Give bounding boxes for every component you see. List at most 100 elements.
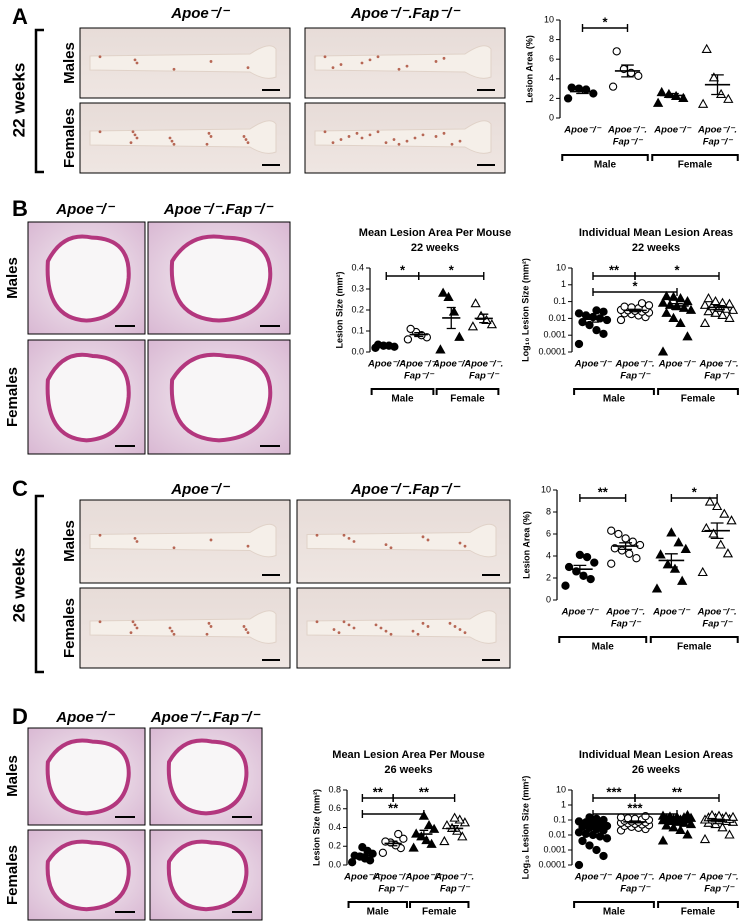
data-point <box>699 317 711 328</box>
group-bar <box>651 154 739 161</box>
lesion-spot <box>242 625 246 628</box>
lesion-spot <box>244 138 248 141</box>
data-point <box>586 574 595 584</box>
x-tick-label: Apoe⁻/⁻ <box>574 872 612 883</box>
data-point <box>599 307 608 316</box>
error-bar <box>671 303 683 310</box>
lesion-spot <box>135 136 139 140</box>
data-point <box>651 583 663 593</box>
lesion-spot <box>172 67 176 71</box>
group-bar <box>573 901 655 908</box>
significance-label: * <box>602 14 608 29</box>
row-label: Males <box>4 257 21 299</box>
y-axis-label: Lesion Area (%) <box>521 511 531 579</box>
group-bar <box>370 388 435 395</box>
data-point <box>703 293 714 303</box>
data-point <box>567 83 576 92</box>
data-point <box>621 534 630 543</box>
x-tick-label: Fap⁻/⁻ <box>613 137 644 148</box>
lesion-spot <box>426 625 430 628</box>
group-bar <box>649 636 739 643</box>
error-bar <box>629 820 641 824</box>
data-point <box>439 835 450 846</box>
data-point <box>435 344 446 354</box>
error-bar <box>710 522 724 540</box>
data-point <box>652 97 664 107</box>
x-tick-label: Fap⁻/⁻ <box>440 884 471 895</box>
lesion-spot <box>384 629 388 633</box>
x-tick-label: Apoe⁻/⁻ <box>653 125 691 136</box>
lesion-spot <box>205 142 209 146</box>
y-tick-label: 1 <box>561 799 566 809</box>
data-point <box>437 287 449 297</box>
chart-title: Mean Lesion Area Per Mouse <box>332 749 484 761</box>
lesion-spot <box>347 623 351 627</box>
data-point <box>710 307 721 317</box>
lesion-spot <box>98 620 102 624</box>
error-bar <box>388 840 398 847</box>
lesion-spot <box>323 130 327 134</box>
y-tick-label: 0.4 <box>351 262 364 272</box>
row-label: Females <box>4 367 21 427</box>
lesion-spot <box>246 141 250 145</box>
lesion-spot <box>405 64 409 68</box>
lesion-spot <box>168 136 172 140</box>
data-point <box>662 559 673 569</box>
lesion-spot <box>347 536 351 540</box>
y-tick-label: 0.2 <box>351 304 364 314</box>
x-tick-label: Fap⁻/⁻ <box>611 619 642 630</box>
data-point <box>617 546 627 555</box>
y-tick-label: 10 <box>556 262 566 272</box>
chart-title: Mean Lesion Area Per Mouse <box>359 227 511 239</box>
data-point <box>657 810 669 820</box>
chart-subtitle: 22 weeks <box>632 242 680 254</box>
data-point <box>668 822 679 832</box>
error-bar <box>629 308 641 313</box>
column-label: Apoe⁻/⁻ <box>55 201 116 218</box>
x-tick-label: Apoe⁻/⁻. <box>614 872 654 883</box>
lesion-spot <box>421 133 425 137</box>
lesion-spot <box>131 130 135 134</box>
data-point <box>599 851 608 861</box>
group-label: Female <box>678 160 713 171</box>
x-tick-label: Apoe⁻/⁻ <box>563 125 601 136</box>
data-point <box>677 575 688 585</box>
significance-bracket <box>634 272 720 280</box>
group-bar <box>409 901 470 908</box>
x-tick-label: Fap⁻/⁻ <box>702 619 733 630</box>
data-point <box>607 559 616 568</box>
data-point <box>578 836 587 846</box>
data-point <box>655 549 666 559</box>
x-tick-label: Apoe⁻/⁻ <box>343 872 381 883</box>
significance-bracket <box>579 494 627 502</box>
group-label: Female <box>677 642 712 653</box>
x-tick-label: Apoe⁻/⁻. <box>398 359 438 370</box>
group-label: Male <box>603 394 626 405</box>
lesion-spot <box>453 625 457 628</box>
error-bar <box>358 853 367 858</box>
lesion-spot <box>389 546 393 550</box>
data-point <box>614 529 623 539</box>
x-tick-label: Apoe⁻/⁻ <box>658 359 696 370</box>
data-point <box>669 563 681 573</box>
y-axis-label: Log₁₀ Lesion Size (mm²) <box>520 258 530 362</box>
data-point <box>632 554 641 563</box>
data-point <box>585 841 594 850</box>
data-point <box>697 98 709 108</box>
x-tick-label: Apoe⁻/⁻. <box>697 125 737 136</box>
lesion-spot <box>135 626 139 630</box>
lesion-spot <box>315 533 319 537</box>
group-bar <box>561 154 649 161</box>
y-tick-label: 8 <box>549 34 554 44</box>
lesion-spot <box>331 66 335 70</box>
data-point <box>715 88 727 99</box>
data-point <box>715 539 726 549</box>
lesion-spot <box>133 58 137 62</box>
column-label: Apoe⁻/⁻.Fap⁻/⁻ <box>150 709 261 726</box>
vessel-wall <box>169 234 273 323</box>
group-label: Female <box>422 907 457 918</box>
lesion-spot <box>458 139 462 143</box>
data-point <box>592 306 601 315</box>
lesion-spot <box>209 538 213 542</box>
side-label: 22 weeks <box>9 63 28 138</box>
